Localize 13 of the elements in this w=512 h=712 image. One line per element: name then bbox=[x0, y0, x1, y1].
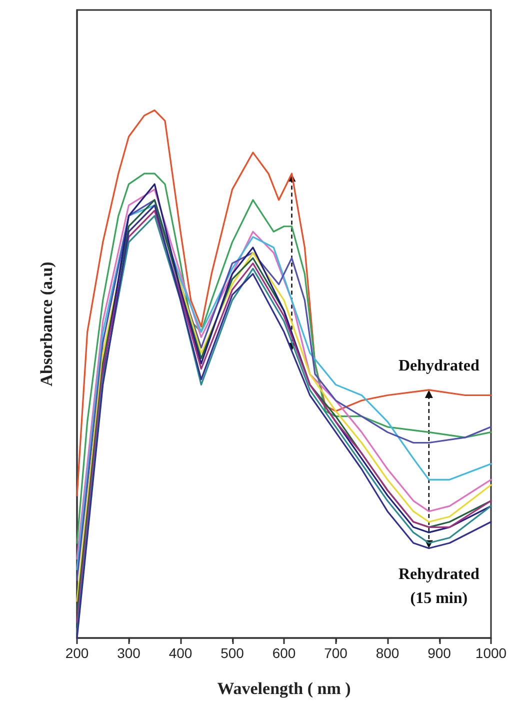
x-tick-label: 600 bbox=[272, 645, 296, 661]
x-axis-title: Wavelength ( nm ) bbox=[217, 679, 351, 698]
x-tick-label: 300 bbox=[117, 645, 141, 661]
x-tick-label: 1000 bbox=[475, 645, 507, 661]
x-tick-label: 200 bbox=[65, 645, 89, 661]
annotation: Dehydrated bbox=[398, 357, 480, 374]
x-tick-label: 800 bbox=[376, 645, 400, 661]
x-tick-label: 900 bbox=[428, 645, 452, 661]
x-tick-label: 500 bbox=[220, 645, 244, 661]
annotation: Rehydrated (15 min) bbox=[398, 566, 480, 607]
y-axis-title: Absorbance (a.u) bbox=[37, 262, 56, 386]
x-tick-label: 700 bbox=[324, 645, 348, 661]
x-tick-label: 400 bbox=[168, 645, 192, 661]
